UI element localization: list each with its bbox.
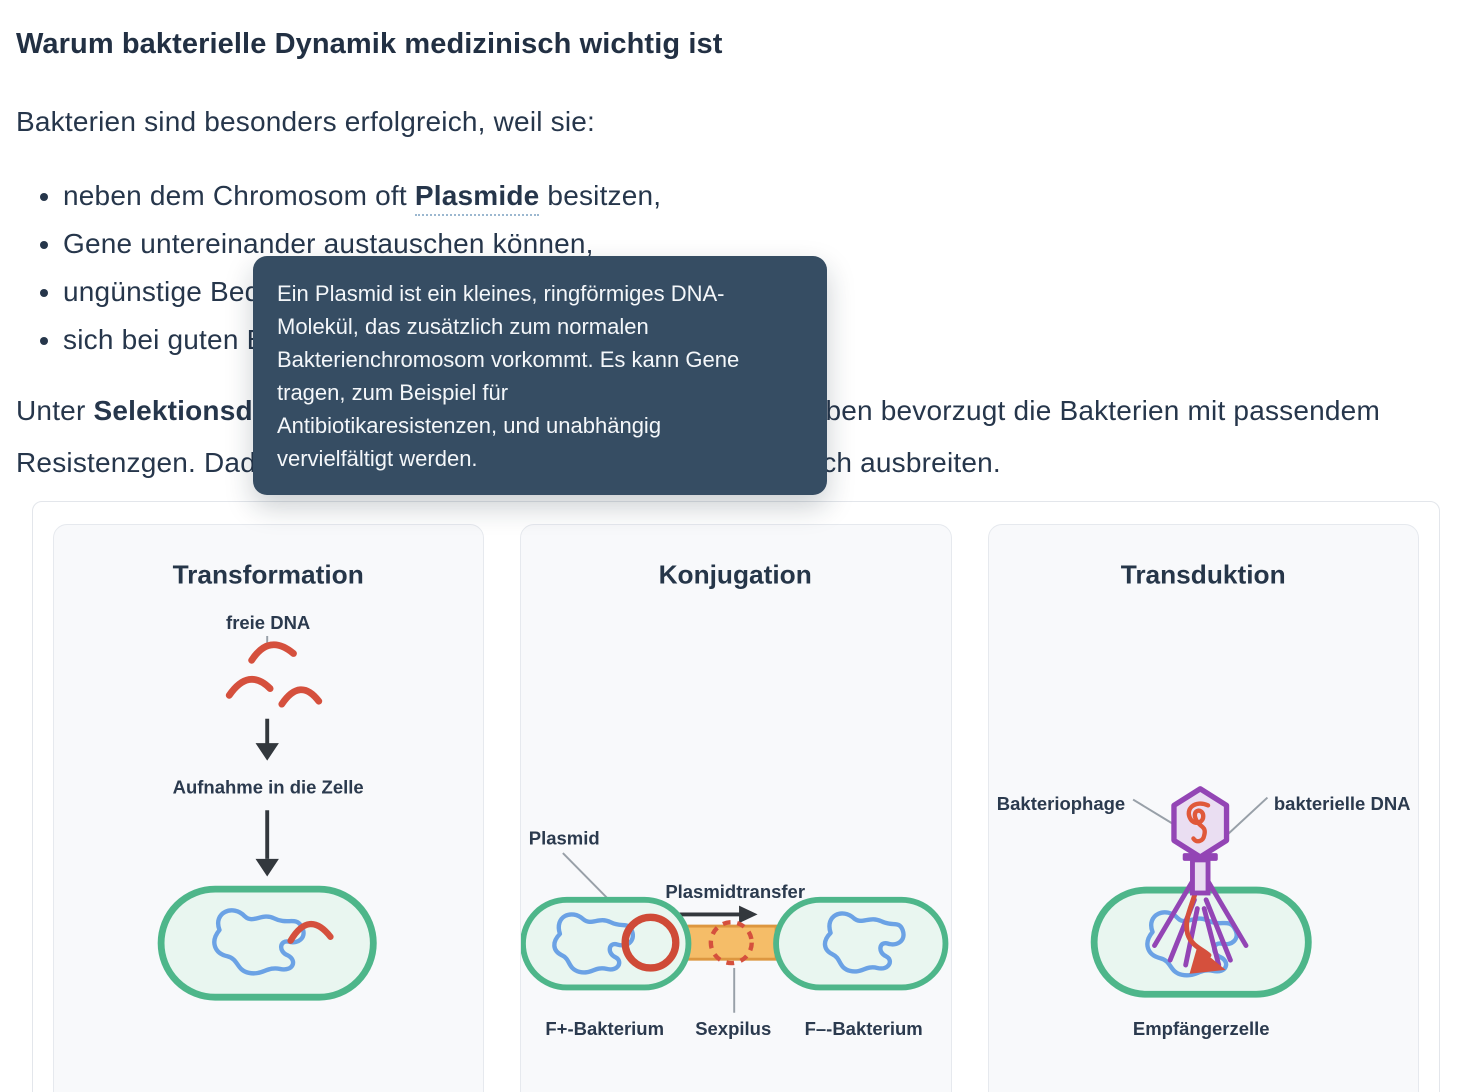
injected-dna-arrowhead	[1189, 946, 1226, 974]
free-dna-fragments-icon	[225, 641, 323, 708]
konjugation-diagram: Konjugation Plasmid Plasmidtransfer	[521, 559, 949, 1039]
phage-dna-icon	[1186, 801, 1210, 844]
list-item-gene-exchange: Gene untereinander austauschen können,	[63, 226, 1454, 261]
sexpilus-label: Sexpilus	[696, 1018, 772, 1039]
transferring-plasmid-icon	[708, 920, 755, 966]
chromosome-icon	[212, 908, 306, 976]
selection-prefix: Unter	[16, 395, 94, 426]
down-arrow-icon	[255, 718, 279, 761]
bullet-prefix: neben dem Chromosom oft	[63, 180, 415, 211]
intro-paragraph: Bakterien sind besonders erfolgreich, we…	[16, 106, 596, 137]
panel-title-transformation: Transformation	[173, 559, 364, 589]
panel-konjugation: Konjugation Plasmid Plasmidtransfer	[520, 524, 952, 1092]
panel-title-konjugation: Konjugation	[659, 559, 812, 589]
chromosome-icon	[552, 912, 636, 975]
bullet-suffix: besitzen,	[539, 180, 662, 211]
plasmidtransfer-label: Plasmidtransfer	[666, 881, 806, 902]
empfaengerzelle-label: Empfängerzelle	[1133, 1018, 1270, 1039]
transduktion-diagram: Transduktion Bakteriophage bakterielle D…	[996, 559, 1411, 1039]
plasmid-ring-icon	[621, 913, 680, 972]
recipient-bacterium-icon	[773, 896, 949, 991]
bacterium-icon	[157, 885, 377, 1001]
panel-title-transduktion: Transduktion	[1120, 559, 1285, 589]
phage-tail-icon	[1189, 857, 1211, 896]
down-arrow-icon	[255, 810, 279, 877]
free-dna-label: freie DNA	[226, 612, 310, 633]
sexpilus-tube-icon	[683, 924, 778, 961]
plasmid-label: Plasmid	[529, 827, 600, 848]
bakterielle-dna-label: bakterielle DNA	[1274, 793, 1411, 814]
taken-up-dna-icon	[287, 920, 334, 944]
panel-transduktion: Transduktion Bakteriophage bakterielle D…	[987, 524, 1419, 1092]
list-item-plasmid: neben dem Chromosom oft Plasmide besitze…	[63, 178, 1454, 216]
donor-bacterium-icon	[521, 896, 692, 991]
transformation-diagram: Transformation freie DNA Aufnahme in die…	[157, 559, 377, 1001]
plasmid-tooltip: Ein Plasmid ist ein kleines, ringförmige…	[253, 256, 827, 495]
f-minus-label: F–-Bakterium	[805, 1018, 923, 1039]
dna-pointer-line	[1227, 796, 1268, 835]
recipient-cell-icon	[1090, 886, 1312, 998]
uptake-label: Aufnahme in die Zelle	[173, 777, 364, 798]
gene-transfer-figure: Transformation freie DNA Aufnahme in die…	[32, 501, 1440, 1092]
plasmid-term-link[interactable]: Plasmide	[414, 180, 540, 216]
f-plus-label: F+-Bakterium	[546, 1018, 665, 1039]
chromosome-icon	[823, 911, 906, 974]
phage-pointer-line	[1132, 798, 1174, 825]
panel-transformation: Transformation freie DNA Aufnahme in die…	[53, 524, 485, 1092]
bakteriophage-label: Bakteriophage	[996, 793, 1124, 814]
bacteriophage-icon	[1151, 786, 1249, 974]
lesson-content: Warum bakterielle Dynamik medizinisch wi…	[0, 26, 1468, 1092]
page-title: Warum bakterielle Dynamik medizinisch wi…	[16, 28, 723, 60]
